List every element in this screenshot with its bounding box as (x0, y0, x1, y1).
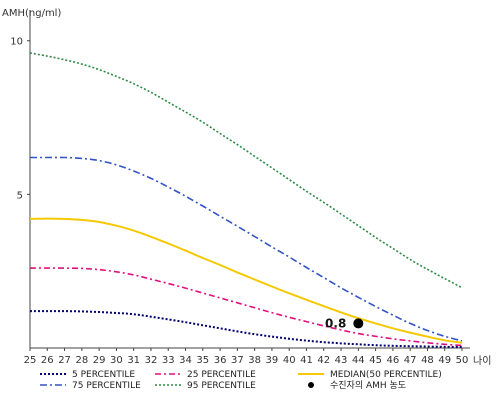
x-axis-title: 나이 (473, 355, 491, 367)
x-tick-label: 47 (404, 355, 417, 366)
x-tick-label: 44 (352, 355, 365, 366)
series-line-95-percentile (29, 52, 463, 289)
legend-marker-swatch (308, 382, 314, 388)
patient-amh-label: 0.8 (325, 316, 346, 330)
x-tick-label: 26 (41, 355, 54, 366)
legend: 5 PERCENTILE 25 PERCENTILE MEDIAN(50 PERCE… (40, 370, 442, 391)
x-tick-label: 38 (248, 355, 261, 366)
x-tick-label: 25 (24, 355, 37, 366)
series-line-median-50-percentile (29, 217, 463, 344)
legend-label: 25 PERCENTILE (187, 370, 256, 380)
x-tick-label: 49 (438, 355, 451, 366)
legend-label: 95 PERCENTILE (187, 381, 256, 391)
series-layer (29, 52, 463, 349)
marker-layer: 0.8 (325, 316, 364, 330)
x-tick-label: 29 (93, 355, 106, 366)
x-tick-label: 35 (196, 355, 209, 366)
x-tick-label: 50 (456, 355, 469, 366)
series-line-75-percentile (30, 156, 463, 342)
x-tick-label: 48 (421, 355, 434, 366)
patient-amh-marker (353, 318, 364, 329)
x-tick-label: 31 (127, 355, 140, 366)
x-tick-label: 39 (266, 355, 279, 366)
series-line-5-percentile (30, 310, 463, 349)
x-tick-label: 33 (162, 355, 175, 366)
legend-label: 5 PERCENTILE (72, 370, 135, 380)
x-tick-label: 36 (214, 355, 227, 366)
legend-label: 75 PERCENTILE (72, 381, 141, 391)
x-tick-label: 45 (369, 355, 382, 366)
legend-label: MEDIAN(50 PERCENTILE) (330, 370, 442, 380)
chart-axes: AMH(ng/ml) 5 10 25 26 27 28 29 30 31 32 33 34 35 36 37 3… (2, 8, 491, 367)
x-tick-label: 46 (387, 355, 400, 366)
legend-label: 수진자의 AMH 농도 (330, 380, 406, 391)
y-axis-title: AMH(ng/ml) (2, 8, 61, 19)
x-tick-label: 37 (231, 355, 244, 366)
x-tick-label: 43 (335, 355, 348, 366)
x-tick-label: 32 (145, 355, 158, 366)
y-tick-label: 5 (17, 190, 23, 201)
x-tick-label: 30 (110, 355, 123, 366)
series-line-25-percentile (30, 267, 463, 347)
x-tick-label: 27 (58, 355, 71, 366)
x-tick-label: 28 (75, 355, 88, 366)
x-tick-label: 34 (179, 355, 192, 366)
x-tick-label: 41 (300, 355, 313, 366)
x-tick-label: 42 (317, 355, 330, 366)
x-tick-label: 40 (283, 355, 296, 366)
y-tick-label: 10 (10, 37, 23, 48)
